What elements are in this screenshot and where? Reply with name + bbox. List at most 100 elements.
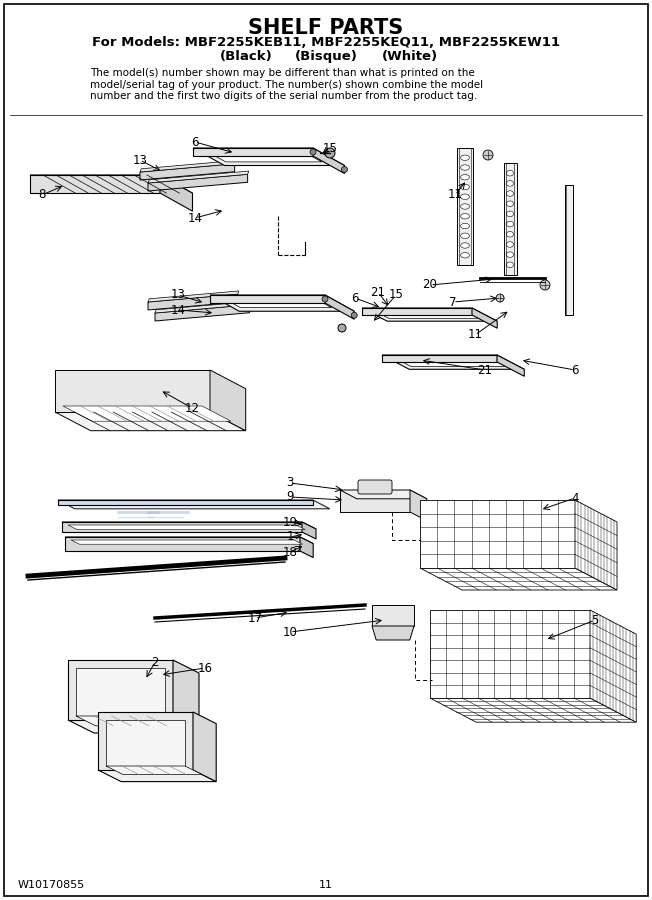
Polygon shape (65, 537, 313, 544)
Polygon shape (58, 500, 313, 505)
Polygon shape (148, 291, 239, 302)
Ellipse shape (507, 201, 514, 206)
Polygon shape (410, 490, 427, 521)
Polygon shape (340, 490, 427, 499)
Polygon shape (420, 568, 617, 590)
Polygon shape (325, 295, 354, 319)
Ellipse shape (460, 213, 469, 219)
Text: (Bisque): (Bisque) (295, 50, 357, 63)
Polygon shape (372, 310, 479, 319)
Polygon shape (193, 712, 216, 781)
Polygon shape (98, 770, 216, 781)
Circle shape (342, 166, 348, 173)
Text: 15: 15 (323, 141, 338, 155)
Polygon shape (590, 610, 636, 722)
Polygon shape (362, 308, 472, 315)
Ellipse shape (460, 203, 469, 209)
Polygon shape (300, 537, 313, 558)
Text: 10: 10 (282, 626, 297, 638)
Circle shape (483, 150, 493, 160)
Text: 12: 12 (185, 401, 200, 415)
Text: The model(s) number shown may be different than what is printed on the
model/ser: The model(s) number shown may be differe… (90, 68, 483, 101)
Text: For Models: MBF2255KEB11, MBF2255KEQ11, MBF2255KEW11: For Models: MBF2255KEB11, MBF2255KEQ11, … (92, 36, 560, 49)
Polygon shape (313, 148, 344, 174)
Polygon shape (302, 522, 316, 539)
Text: 6: 6 (571, 364, 579, 376)
Ellipse shape (507, 181, 514, 186)
Bar (504, 163, 517, 275)
Text: 11: 11 (467, 328, 482, 341)
Text: 20: 20 (422, 278, 437, 292)
Text: 17: 17 (248, 611, 263, 625)
Text: 13: 13 (132, 154, 147, 166)
Circle shape (322, 296, 328, 302)
Text: 14: 14 (171, 303, 186, 317)
Polygon shape (575, 500, 617, 590)
Polygon shape (173, 660, 199, 733)
Ellipse shape (460, 194, 469, 200)
Bar (457, 148, 473, 265)
Text: (Black): (Black) (220, 50, 273, 63)
Polygon shape (62, 522, 316, 529)
Polygon shape (340, 490, 410, 512)
Circle shape (325, 148, 335, 158)
Text: 3: 3 (286, 476, 293, 490)
Polygon shape (362, 308, 497, 321)
Text: 15: 15 (389, 289, 404, 302)
Ellipse shape (460, 184, 469, 190)
Polygon shape (106, 720, 185, 766)
Polygon shape (62, 522, 302, 532)
Polygon shape (210, 295, 354, 311)
Circle shape (540, 280, 550, 290)
Polygon shape (68, 660, 173, 720)
Polygon shape (430, 698, 636, 722)
Ellipse shape (460, 155, 469, 160)
Polygon shape (148, 171, 249, 183)
Text: 13: 13 (171, 289, 185, 302)
Polygon shape (65, 537, 300, 551)
Polygon shape (106, 766, 202, 774)
Polygon shape (68, 720, 199, 733)
Polygon shape (372, 626, 414, 640)
Polygon shape (98, 712, 193, 770)
Polygon shape (55, 370, 210, 412)
Polygon shape (76, 668, 165, 716)
Polygon shape (55, 412, 246, 431)
Polygon shape (76, 716, 185, 725)
Polygon shape (210, 370, 246, 431)
Polygon shape (222, 297, 331, 308)
Polygon shape (420, 500, 575, 568)
Text: 5: 5 (591, 614, 599, 626)
Text: 19: 19 (282, 516, 297, 528)
Ellipse shape (507, 212, 514, 217)
Ellipse shape (507, 231, 514, 237)
Polygon shape (497, 355, 524, 376)
Polygon shape (30, 175, 192, 194)
Polygon shape (392, 356, 506, 366)
Circle shape (496, 294, 504, 302)
Text: 4: 4 (571, 491, 579, 505)
Text: 8: 8 (38, 188, 46, 202)
Polygon shape (58, 500, 330, 508)
Polygon shape (148, 175, 248, 191)
Ellipse shape (507, 252, 514, 257)
Text: 21: 21 (477, 364, 492, 376)
Text: 6: 6 (351, 292, 359, 304)
Polygon shape (472, 308, 497, 328)
Ellipse shape (460, 233, 469, 238)
Polygon shape (430, 610, 590, 698)
Bar (565, 185, 573, 315)
Ellipse shape (460, 175, 469, 180)
Polygon shape (30, 175, 160, 193)
Text: 9: 9 (286, 491, 294, 503)
Text: 11: 11 (319, 880, 333, 890)
Text: 11: 11 (447, 188, 462, 202)
Circle shape (351, 312, 357, 319)
Text: SHELF PARTS: SHELF PARTS (248, 18, 404, 38)
Polygon shape (193, 148, 344, 166)
Circle shape (310, 149, 316, 155)
Text: 14: 14 (188, 212, 203, 224)
Ellipse shape (507, 262, 514, 267)
Ellipse shape (507, 242, 514, 248)
Polygon shape (205, 150, 321, 162)
